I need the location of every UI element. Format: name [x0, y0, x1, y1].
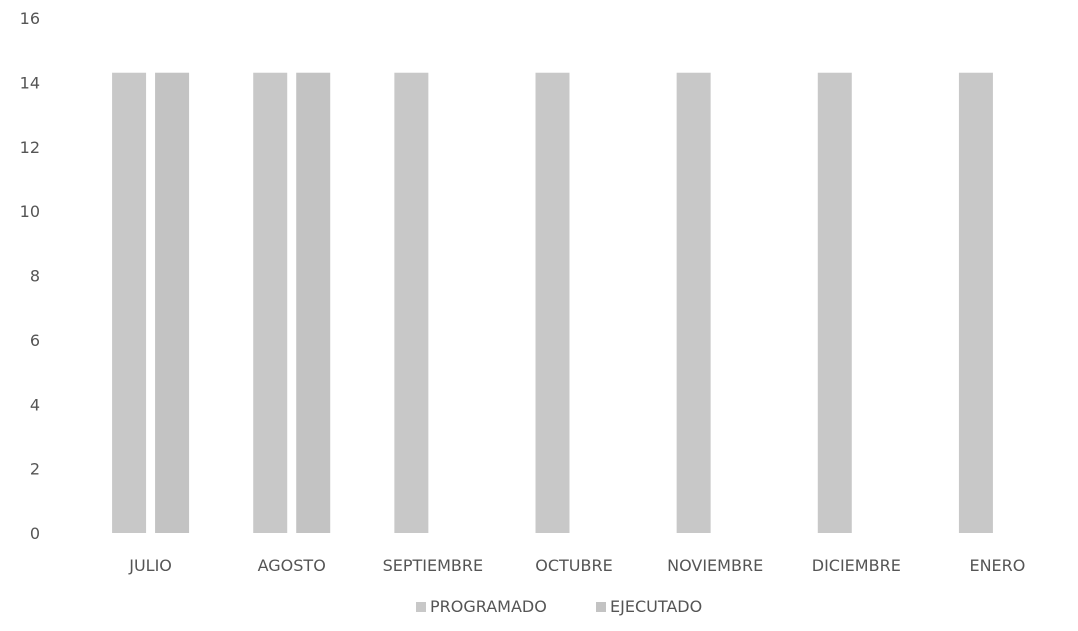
- y-axis-ticks: 0 2 4 6 8 10 12 14 16: [20, 9, 40, 543]
- bar-programado-septiembre: [394, 72, 429, 533]
- x-category-label: NOVIEMBRE: [667, 556, 763, 575]
- x-category-label: AGOSTO: [258, 556, 326, 575]
- bars: [112, 72, 993, 533]
- x-category-label: ENERO: [969, 556, 1025, 575]
- bar-programado-octubre: [535, 72, 570, 533]
- bar-programado-julio: [112, 72, 147, 533]
- legend-swatch-ejecutado: [596, 602, 606, 612]
- y-tick-label: 4: [30, 395, 40, 414]
- legend-swatch-programado: [416, 602, 426, 612]
- bar-programado-enero: [958, 72, 993, 533]
- bar-ejecutado-julio: [155, 72, 190, 533]
- legend-label-programado: PROGRAMADO: [430, 597, 547, 616]
- y-tick-label: 8: [30, 267, 40, 286]
- y-tick-label: 10: [20, 202, 40, 221]
- y-tick-label: 14: [20, 73, 40, 92]
- y-tick-label: 2: [30, 460, 40, 479]
- bar-programado-noviembre: [676, 72, 711, 533]
- y-tick-label: 16: [20, 9, 40, 28]
- bar-ejecutado-agosto: [296, 72, 331, 533]
- x-category-label: DICIEMBRE: [812, 556, 901, 575]
- x-category-label: JULIO: [128, 556, 172, 575]
- bar-programado-agosto: [253, 72, 288, 533]
- x-axis-labels: JULIO AGOSTO SEPTIEMBRE OCTUBRE NOVIEMBRE DIC…: [128, 556, 1025, 575]
- x-category-label: SEPTIEMBRE: [383, 556, 484, 575]
- y-tick-label: 6: [30, 331, 40, 350]
- y-tick-label: 12: [20, 138, 40, 157]
- y-tick-label: 0: [30, 524, 40, 543]
- legend: PROGRAMADO EJECUTADO: [416, 597, 702, 616]
- legend-label-ejecutado: EJECUTADO: [610, 597, 702, 616]
- x-category-label: OCTUBRE: [535, 556, 612, 575]
- bar-programado-diciembre: [817, 72, 852, 533]
